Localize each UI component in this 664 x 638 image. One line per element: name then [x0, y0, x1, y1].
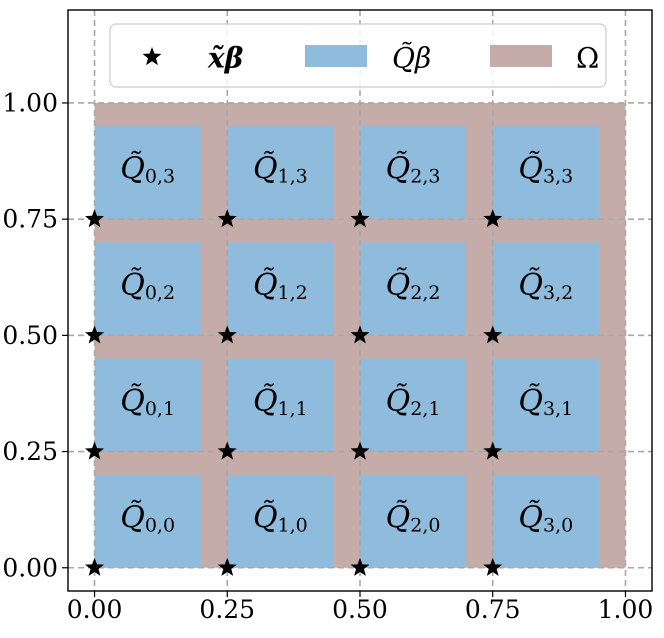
points-layer — [85, 209, 503, 576]
x-tick-label: 0.50 — [332, 595, 388, 624]
legend-cell-swatch — [305, 45, 367, 67]
legend-label-points: x̃β — [207, 42, 244, 75]
star-point — [483, 557, 503, 576]
cell-1-1 — [227, 358, 334, 452]
star-point — [350, 209, 370, 228]
cell-0-0 — [94, 474, 201, 568]
legend-omega-swatch — [490, 45, 552, 67]
star-point — [217, 209, 237, 228]
y-tick-label: 0.75 — [2, 205, 58, 234]
cell-3-0 — [492, 474, 599, 568]
cell-0-3 — [94, 126, 201, 220]
star-point — [217, 441, 237, 460]
star-point — [483, 209, 503, 228]
x-tick-label: 1.00 — [598, 595, 654, 624]
cell-0-1 — [94, 358, 201, 452]
star-point — [350, 441, 370, 460]
legend: x̃β Q̃β Ω — [109, 23, 607, 88]
cell-label-3-2: Q̃3,2 — [518, 267, 573, 304]
cell-label-2-1: Q̃2,1 — [386, 383, 441, 420]
ticks-layer: 0.00 0.25 0.50 0.75 1.00 0.00 0.25 0.50 0.75 1.00 — [2, 88, 653, 624]
star-point — [85, 209, 105, 228]
star-point — [483, 441, 503, 460]
cell-3-1 — [492, 358, 599, 452]
y-tick-label: 0.00 — [2, 553, 58, 582]
star-point — [85, 557, 105, 576]
star-point — [217, 557, 237, 576]
y-tick-label: 0.50 — [2, 321, 58, 350]
legend-star-marker — [142, 47, 162, 66]
legend-label-omega: Ω — [576, 42, 599, 75]
cell-label-1-1: Q̃1,1 — [253, 383, 308, 420]
cell-label-3-1: Q̃3,1 — [518, 383, 573, 420]
cell-label-0-1: Q̃0,1 — [120, 383, 175, 420]
cell-label-0-0: Q̃0,0 — [120, 499, 175, 536]
cell-2-3 — [360, 126, 467, 220]
cell-1-2 — [227, 242, 334, 336]
cell-1-0 — [227, 474, 334, 568]
star-point — [350, 325, 370, 344]
cell-3-3 — [492, 126, 599, 220]
star-point — [85, 441, 105, 460]
cell-2-2 — [360, 242, 467, 336]
cell-label-3-3: Q̃3,3 — [518, 151, 573, 188]
cell-1-3 — [227, 126, 334, 220]
cell-label-0-2: Q̃0,2 — [120, 267, 175, 304]
cells-layer: Q̃0,0 Q̃1,0 Q̃2,0 Q̃3,0 Q̃0,1 Q̃1,1 Q̃2,1 Q̃3,1… — [94, 126, 599, 568]
cell-2-1 — [360, 358, 467, 452]
cell-label-3-0: Q̃3,0 — [518, 499, 573, 536]
star-point — [217, 325, 237, 344]
cell-label-1-3: Q̃1,3 — [253, 151, 308, 188]
star-point — [85, 325, 105, 344]
cell-label-2-3: Q̃2,3 — [386, 151, 441, 188]
cell-label-2-2: Q̃2,2 — [386, 267, 441, 304]
x-tick-label: 0.25 — [199, 595, 255, 624]
cell-2-0 — [360, 474, 467, 568]
x-tick-label: 0.75 — [465, 595, 521, 624]
star-point — [483, 325, 503, 344]
star-point — [350, 557, 370, 576]
cell-label-2-0: Q̃2,0 — [386, 499, 441, 536]
cell-label-0-3: Q̃0,3 — [120, 151, 175, 188]
cell-label-1-0: Q̃1,0 — [253, 499, 308, 536]
x-tick-label: 0.00 — [67, 595, 123, 624]
y-tick-label: 1.00 — [2, 88, 58, 117]
cell-label-1-2: Q̃1,2 — [253, 267, 308, 304]
legend-label-cell: Q̃β — [392, 41, 431, 74]
cell-0-2 — [94, 242, 201, 336]
y-tick-label: 0.25 — [2, 437, 58, 466]
cell-3-2 — [492, 242, 599, 336]
